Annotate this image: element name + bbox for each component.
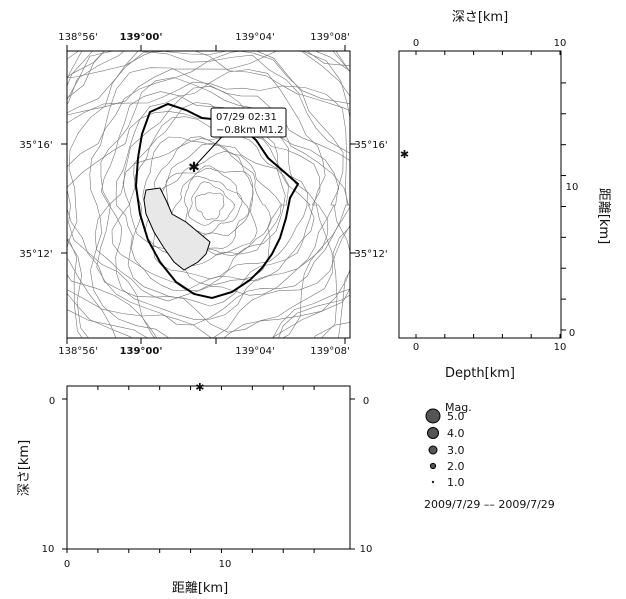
caldera-rim-extension <box>255 139 299 185</box>
legend-label-5: 5.0 <box>447 410 465 423</box>
map-left-ytick-1: 35°12' <box>19 249 52 260</box>
bottom-hypocenter-marker: ✱ <box>195 381 204 394</box>
bottom-xtick-0: 0 <box>64 559 70 570</box>
legend-symbol-5 <box>425 408 441 424</box>
contour-line <box>165 167 254 250</box>
side-top-label: 深さ[km] <box>452 10 508 25</box>
lake <box>143 187 211 271</box>
contour-line <box>349 51 350 52</box>
side-hypocenter-marker: ✱ <box>400 148 409 161</box>
side-section-panel: 深さ[km] 0 10 0 10 10 0 Depth[km] 距離[km] ✱ <box>398 10 611 381</box>
contour-line <box>332 51 350 73</box>
event-label-depth-mag: −0.8km M1.2 <box>216 125 284 136</box>
map-bottom-xtick-3: 139°08' <box>310 346 350 357</box>
legend-date-range: 2009/7/29 –– 2009/7/29 <box>424 498 555 511</box>
side-frame <box>398 50 562 339</box>
bottom-frame <box>66 385 351 550</box>
bottom-right-ytick-10: 10 <box>360 544 373 555</box>
map-right-ytick-0: 35°16' <box>354 140 387 151</box>
legend-symbol-4 <box>427 427 439 439</box>
contour-line <box>111 102 315 291</box>
legend-symbol-3 <box>428 445 438 455</box>
map-top-xtick-2: 139°04' <box>235 32 275 43</box>
map-bottom-xtick-0: 138°56' <box>58 346 98 357</box>
side-bottom-label: Depth[km] <box>445 366 515 381</box>
contour-line <box>67 51 350 338</box>
contour-line <box>67 81 350 338</box>
legend-symbol-2 <box>429 462 437 470</box>
legend-label-4: 4.0 <box>447 427 465 440</box>
map-top-xtick-0: 138°56' <box>58 32 98 43</box>
contour-line <box>67 51 350 338</box>
map-frame <box>66 50 351 339</box>
contour-line <box>67 51 350 338</box>
side-bottom-xtick-1: 10 <box>554 342 567 353</box>
map-right-ytick-1: 35°12' <box>354 249 387 260</box>
epicenter-map: 138°56' 139°00' 139°04' 139°08' 138°56' … <box>19 32 387 357</box>
contour-line <box>67 51 350 78</box>
contour-line <box>170 165 250 238</box>
event-label-box <box>210 107 287 138</box>
bottom-xtick-10: 10 <box>219 559 232 570</box>
bottom-left-ytick-10: 10 <box>42 544 55 555</box>
legend-title: Mag. <box>445 401 472 414</box>
map-epicenter-marker: ✱ <box>188 160 200 176</box>
map-bottom-xtick-1: 139°00' <box>120 346 163 357</box>
contour-line <box>188 181 236 226</box>
bottom-y-label: 深さ[km] <box>17 440 32 496</box>
side-top-xtick-1: 10 <box>554 38 567 49</box>
map-left-ytick-0: 35°16' <box>19 140 52 151</box>
magnitude-legend: Mag. 5.0 4.0 3.0 2.0 1.0 2009/7/29 –– 20… <box>424 401 555 511</box>
contour-line <box>184 175 243 235</box>
bottom-x-label: 距離[km] <box>172 581 228 596</box>
legend-label-3: 3.0 <box>447 444 465 457</box>
bottom-left-ytick-0: 0 <box>49 396 55 407</box>
contour-line <box>306 51 350 338</box>
legend-symbol-1 <box>431 480 435 484</box>
side-right-label: 距離[km] <box>596 188 611 244</box>
legend-label-2: 2.0 <box>447 460 465 473</box>
contour-line <box>194 192 225 220</box>
legend-label-1: 1.0 <box>447 476 465 489</box>
event-label-time: 07/29 02:31 <box>216 112 277 123</box>
contour-line <box>67 51 93 87</box>
map-top-xtick-1: 139°00' <box>120 32 163 43</box>
side-bottom-xtick-0: 0 <box>413 342 419 353</box>
contour-line <box>67 51 350 338</box>
contour-line <box>67 69 333 333</box>
map-bottom-xtick-2: 139°04' <box>235 346 275 357</box>
side-ytick-10: 10 <box>566 182 579 193</box>
contour-line <box>67 51 350 338</box>
contour-line <box>115 111 321 307</box>
side-top-xtick-0: 0 <box>413 38 419 49</box>
contour-line <box>67 51 350 338</box>
bottom-section-panel: 0 10 0 10 0 10 距離[km] 深さ[km] ✱ <box>17 381 372 596</box>
contour-line <box>130 116 308 292</box>
bottom-right-ytick-0: 0 <box>363 396 369 407</box>
side-ytick-0: 0 <box>569 328 575 339</box>
map-top-xtick-3: 139°08' <box>310 32 350 43</box>
topographic-contours <box>67 51 350 338</box>
contour-line <box>67 51 350 106</box>
